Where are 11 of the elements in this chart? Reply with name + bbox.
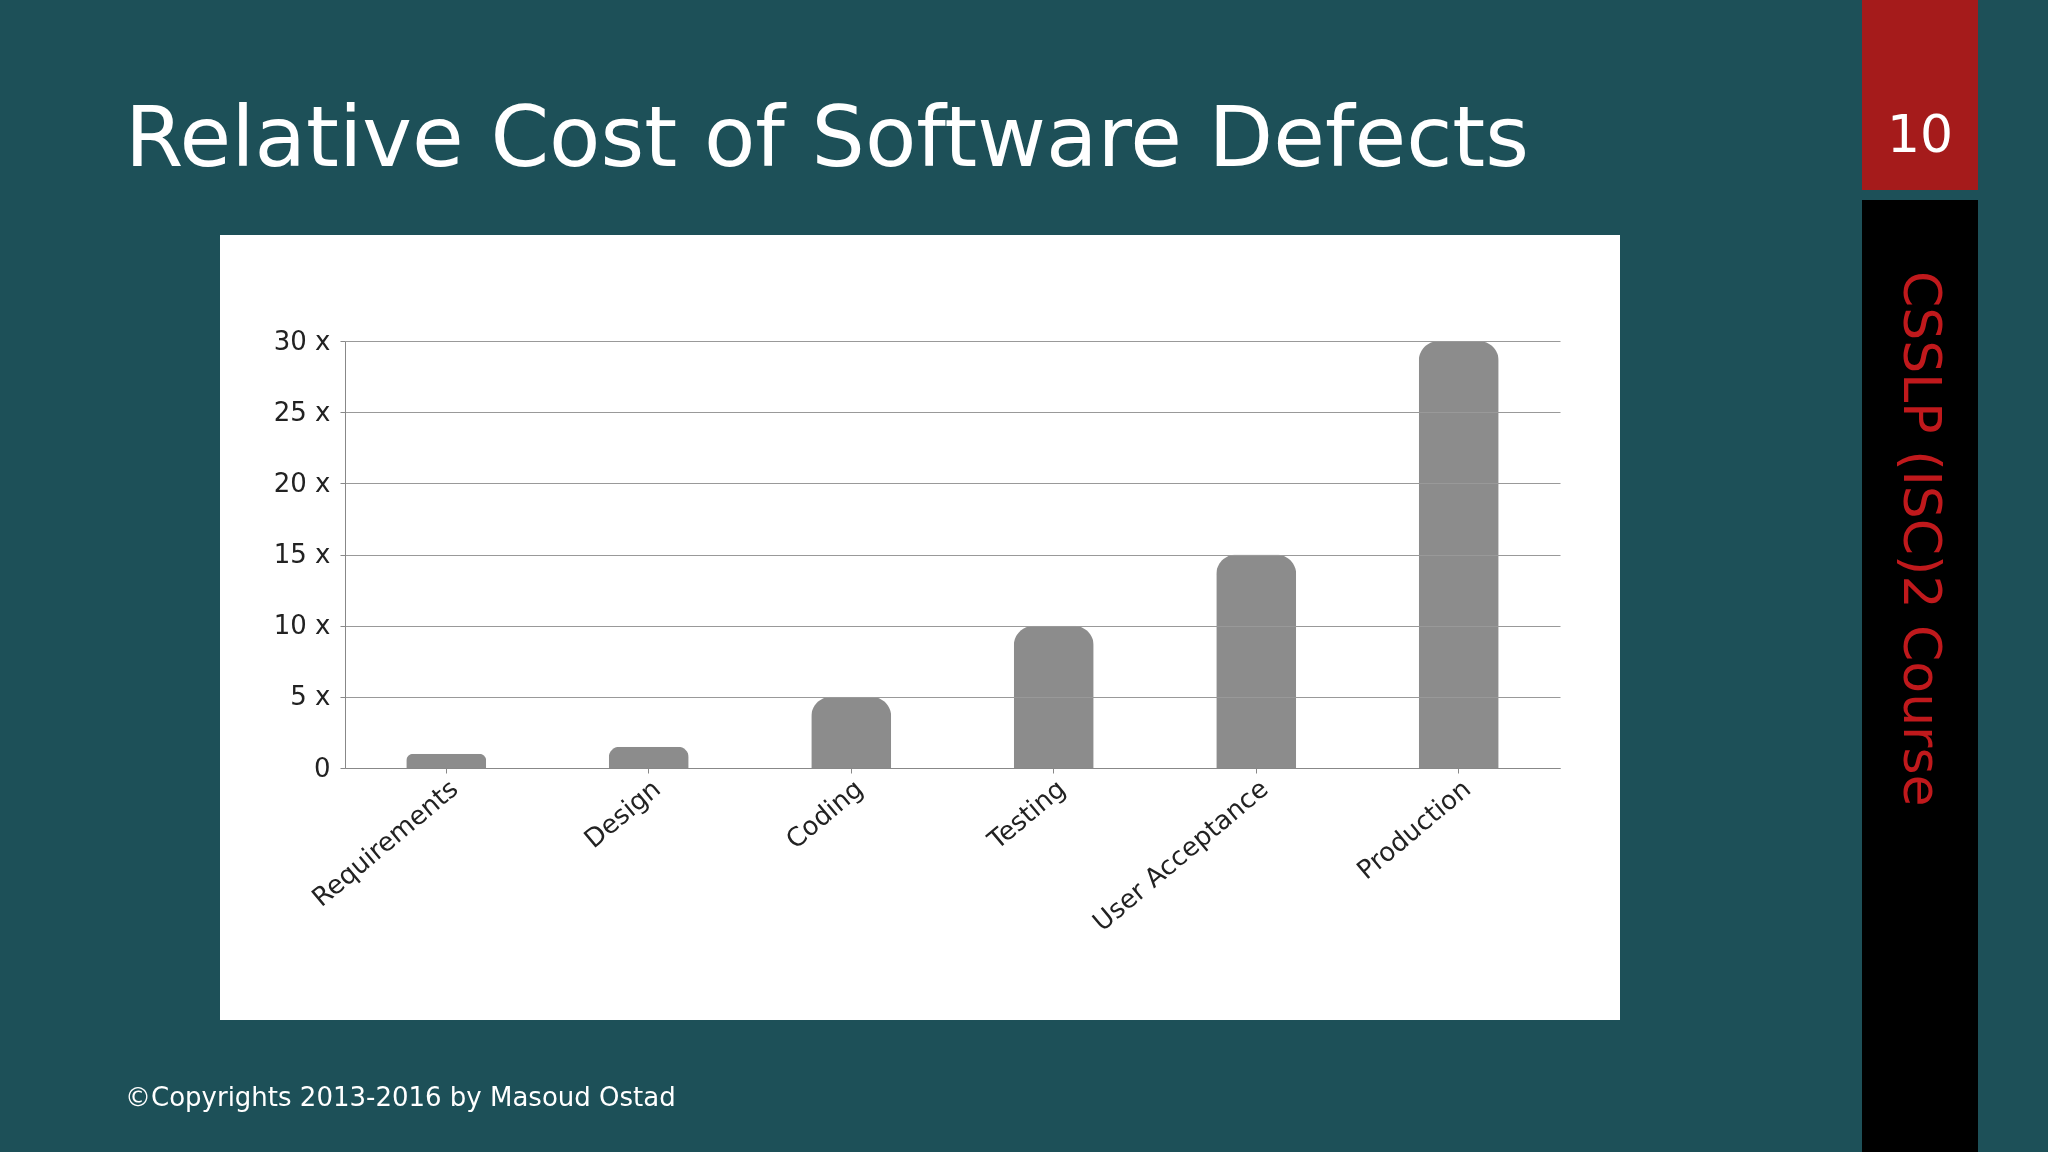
chart-title: Relative Cost of Software Defects [125, 88, 1530, 186]
text: ©Copyrights 2013-2016 by Masoud Ostad [125, 1082, 676, 1112]
y-tick-label: 15 x [273, 539, 331, 569]
y-tick-label: 0 [313, 752, 331, 783]
y-tick-label: 30 x [273, 325, 331, 356]
text: CSSLP (ISC)2 Course [1892, 271, 1952, 807]
y-tick-label: 5 x [290, 681, 331, 712]
y-tick-label: 25 x [273, 396, 331, 427]
y-tick-label: 20 x [273, 467, 331, 498]
text: 10 [1886, 104, 1954, 164]
y-tick-label: 10 x [273, 610, 331, 641]
